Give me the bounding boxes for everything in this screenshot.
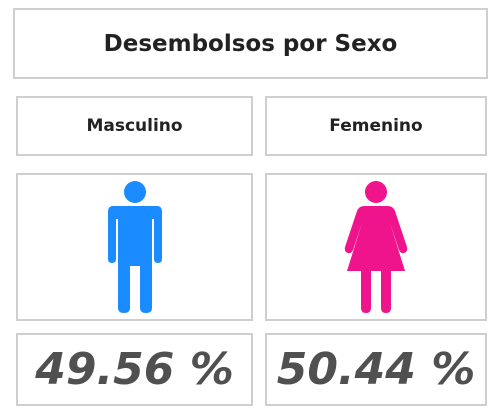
title: Desembolsos por Sexo (103, 30, 398, 57)
card-value: 50.44 % (276, 344, 476, 395)
icon-box (16, 173, 253, 321)
label-box: Femenino (265, 96, 487, 156)
card-label: Masculino (86, 116, 183, 136)
value-box: 49.56 % (16, 333, 253, 406)
icon-box (265, 173, 487, 321)
male-icon (107, 181, 162, 313)
title-box: Desembolsos por Sexo (13, 8, 488, 79)
female-icon (344, 181, 408, 313)
card-value: 49.56 % (35, 344, 234, 395)
label-box: Masculino (16, 96, 253, 156)
value-box: 50.44 % (265, 333, 487, 406)
card-label: Femenino (329, 116, 423, 136)
